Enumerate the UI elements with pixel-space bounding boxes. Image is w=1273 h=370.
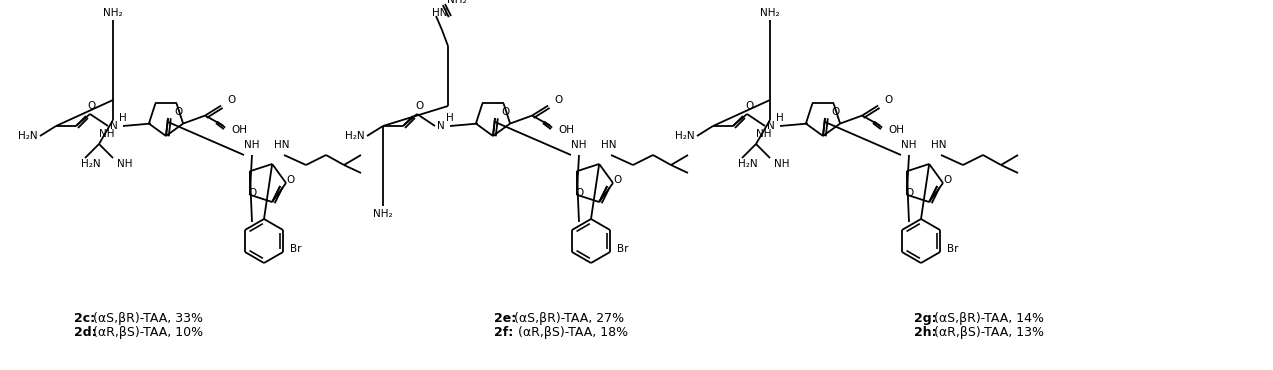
Text: O: O [415, 101, 423, 111]
Text: 2f:: 2f: [494, 326, 513, 339]
Text: H: H [446, 113, 454, 123]
Text: NH: NH [572, 140, 587, 150]
Text: (αS,βR)-TAA, 27%: (αS,βR)-TAA, 27% [509, 312, 624, 325]
Text: N: N [437, 121, 444, 131]
Text: O: O [554, 95, 563, 105]
Text: O: O [174, 107, 182, 117]
Text: O: O [831, 107, 839, 117]
Text: (αS,βR)-TAA, 33%: (αS,βR)-TAA, 33% [89, 312, 204, 325]
Text: 2g:: 2g: [914, 312, 937, 325]
Text: NH₂: NH₂ [103, 8, 122, 18]
Text: NH: NH [117, 159, 132, 169]
Text: (αS,βR)-TAA, 14%: (αS,βR)-TAA, 14% [929, 312, 1044, 325]
Text: O: O [502, 107, 509, 117]
Text: NH₂: NH₂ [447, 0, 467, 5]
Text: H₂N: H₂N [345, 131, 365, 141]
Text: O: O [248, 188, 256, 198]
Text: H₂N: H₂N [18, 131, 38, 141]
Text: OH: OH [232, 125, 247, 135]
Text: H: H [120, 113, 127, 123]
Text: NH: NH [756, 129, 771, 139]
Text: H: H [777, 113, 784, 123]
Text: (αR,βS)-TAA, 10%: (αR,βS)-TAA, 10% [89, 326, 204, 339]
Text: O: O [614, 175, 621, 185]
Text: 2e:: 2e: [494, 312, 516, 325]
Text: Br: Br [290, 244, 302, 254]
Text: O: O [745, 101, 754, 111]
Text: O: O [88, 101, 97, 111]
Text: HN: HN [601, 140, 616, 150]
Text: O: O [943, 175, 951, 185]
Text: (αR,βS)-TAA, 18%: (αR,βS)-TAA, 18% [509, 326, 628, 339]
Text: H₂N: H₂N [81, 159, 101, 169]
Text: Br: Br [617, 244, 629, 254]
Text: O: O [286, 175, 294, 185]
Text: (αR,βS)-TAA, 13%: (αR,βS)-TAA, 13% [929, 326, 1044, 339]
Text: O: O [885, 95, 892, 105]
Text: N: N [768, 121, 775, 131]
Text: NH: NH [901, 140, 917, 150]
Text: NH: NH [244, 140, 260, 150]
Text: N: N [111, 121, 118, 131]
Text: O: O [227, 95, 236, 105]
Text: Br: Br [947, 244, 959, 254]
Text: 2d:: 2d: [74, 326, 97, 339]
Text: NH: NH [774, 159, 789, 169]
Text: O: O [905, 188, 913, 198]
Text: NH: NH [99, 129, 115, 139]
Text: OH: OH [558, 125, 574, 135]
Text: NH₂: NH₂ [373, 209, 393, 219]
Text: 2c:: 2c: [74, 312, 95, 325]
Text: OH: OH [889, 125, 904, 135]
Text: O: O [575, 188, 583, 198]
Text: HN: HN [274, 140, 289, 150]
Text: H₂N: H₂N [675, 131, 695, 141]
Text: NH₂: NH₂ [760, 8, 780, 18]
Text: 2h:: 2h: [914, 326, 937, 339]
Text: H₂N: H₂N [738, 159, 757, 169]
Text: HN: HN [433, 8, 448, 18]
Text: HN: HN [931, 140, 947, 150]
